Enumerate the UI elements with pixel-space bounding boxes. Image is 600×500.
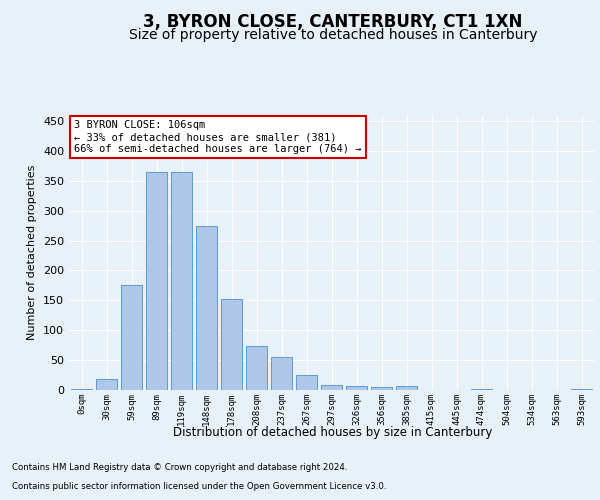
Bar: [571, 389, 592, 390]
Bar: [146, 172, 167, 390]
Text: Distribution of detached houses by size in Canterbury: Distribution of detached houses by size …: [173, 426, 493, 439]
Text: 3 BYRON CLOSE: 106sqm
← 33% of detached houses are smaller (381)
66% of semi-det: 3 BYRON CLOSE: 106sqm ← 33% of detached …: [74, 120, 362, 154]
Bar: [196, 226, 217, 390]
Bar: [221, 299, 242, 390]
Bar: [296, 375, 317, 390]
Bar: [121, 285, 142, 390]
Text: Contains public sector information licensed under the Open Government Licence v3: Contains public sector information licen…: [12, 482, 386, 491]
Bar: [171, 172, 192, 390]
Bar: [396, 386, 417, 390]
Text: Size of property relative to detached houses in Canterbury: Size of property relative to detached ho…: [129, 28, 537, 42]
Bar: [346, 386, 367, 390]
Bar: [96, 379, 117, 390]
Text: 3, BYRON CLOSE, CANTERBURY, CT1 1XN: 3, BYRON CLOSE, CANTERBURY, CT1 1XN: [143, 12, 523, 30]
Bar: [71, 389, 92, 390]
Bar: [371, 387, 392, 390]
Text: Contains HM Land Registry data © Crown copyright and database right 2024.: Contains HM Land Registry data © Crown c…: [12, 464, 347, 472]
Bar: [271, 357, 292, 390]
Bar: [321, 385, 342, 390]
Bar: [246, 346, 267, 390]
Bar: [471, 389, 492, 390]
Y-axis label: Number of detached properties: Number of detached properties: [28, 165, 37, 340]
